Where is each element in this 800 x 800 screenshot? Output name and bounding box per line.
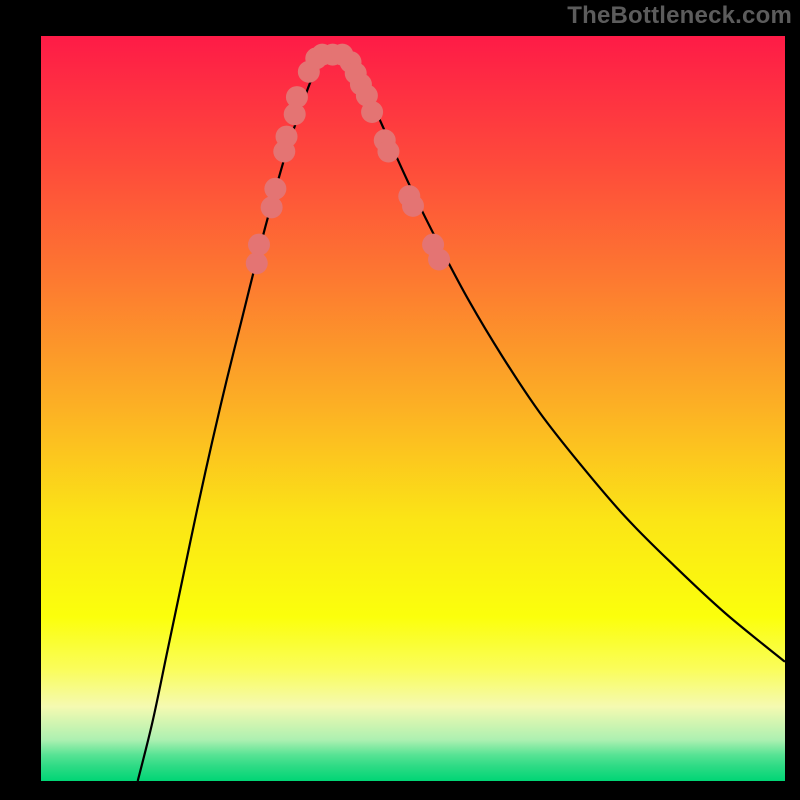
marker-point: [428, 249, 450, 271]
marker-point: [402, 195, 424, 217]
marker-point: [286, 86, 308, 108]
marker-point: [361, 101, 383, 123]
marker-point: [246, 252, 268, 274]
marker-point: [248, 234, 270, 256]
marker-point: [276, 126, 298, 148]
marker-point: [261, 196, 283, 218]
figure: TheBottleneck.com: [0, 0, 800, 800]
gradient-background: [41, 36, 785, 781]
watermark-text: TheBottleneck.com: [567, 2, 792, 30]
marker-point: [377, 140, 399, 162]
marker-point: [264, 178, 286, 200]
plot-area: [41, 36, 785, 781]
chart-svg: [41, 36, 785, 781]
